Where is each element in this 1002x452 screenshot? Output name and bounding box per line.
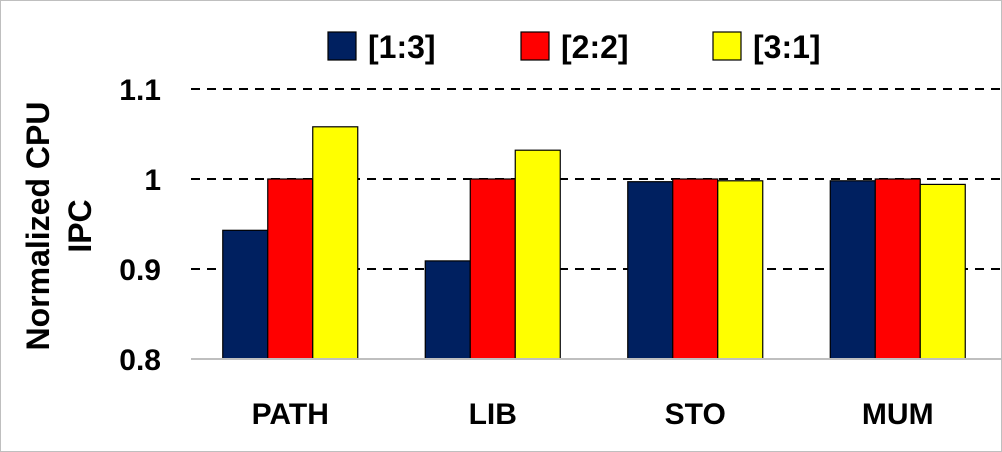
bar-lib-series-1	[424, 260, 471, 360]
y-tick-label: 1	[144, 164, 161, 197]
legend-swatch	[520, 31, 550, 61]
bar-sto-series-1	[627, 181, 674, 360]
x-category-label: MUM	[862, 398, 934, 431]
x-category-label: LIB	[469, 398, 517, 431]
bars	[222, 126, 966, 360]
y-axis-ticks: 0.8 0.9 1 1.1	[119, 74, 161, 377]
bar-sto-series-2	[672, 178, 719, 360]
bar-mum-series-2	[874, 178, 921, 360]
y-tick-label: 1.1	[119, 74, 161, 107]
legend-item-3: [3:1]	[712, 29, 821, 65]
x-axis-categories: PATH LIB STO MUM	[252, 398, 934, 431]
legend-swatch	[327, 31, 357, 61]
y-axis-label: Normalized CPU IPC	[20, 102, 98, 351]
bar-path-series-2	[267, 178, 314, 360]
legend-swatch	[712, 31, 742, 61]
legend-item-2: [2:2]	[520, 29, 629, 65]
bar-lib-series-3	[514, 149, 561, 360]
bar-path-series-1	[222, 229, 269, 360]
legend-item-1: [1:3]	[327, 29, 436, 65]
legend-label: [1:3]	[368, 29, 436, 65]
bar-mum-series-3	[919, 183, 966, 360]
bar-sto-series-3	[717, 180, 764, 360]
y-axis-label-line-2: IPC	[62, 199, 98, 252]
x-category-label: PATH	[252, 398, 329, 431]
y-tick-label: 0.8	[119, 344, 161, 377]
y-axis-label-line-1: Normalized CPU	[20, 102, 56, 351]
legend: [1:3] [2:2] [3:1]	[327, 29, 821, 65]
legend-label: [2:2]	[561, 29, 629, 65]
bar-path-series-3	[312, 126, 359, 360]
bar-mum-series-1	[829, 180, 876, 360]
x-category-label: STO	[665, 398, 726, 431]
bar-lib-series-2	[469, 178, 516, 360]
y-tick-label: 0.9	[119, 254, 161, 287]
legend-label: [3:1]	[753, 29, 821, 65]
